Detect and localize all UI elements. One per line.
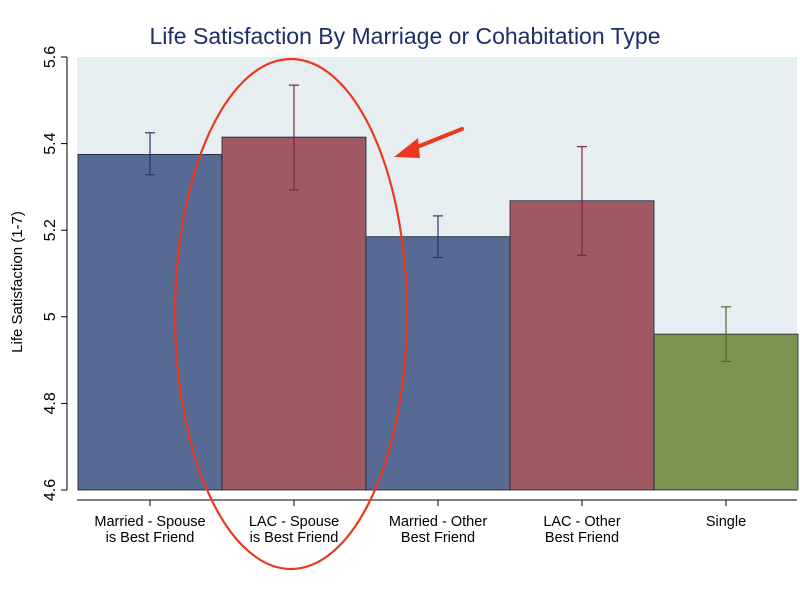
arrow-shaft bbox=[410, 127, 464, 151]
x-tick-label: is Best Friend bbox=[250, 530, 339, 546]
x-tick-label: Best Friend bbox=[401, 530, 475, 546]
y-tick-label: 4.6 bbox=[42, 479, 59, 501]
x-tick-label: Best Friend bbox=[545, 530, 619, 546]
annotation-arrow bbox=[394, 127, 464, 158]
x-tick-label: LAC - Other bbox=[543, 514, 621, 530]
x-tick-label: Single bbox=[706, 514, 746, 530]
error-bar bbox=[289, 84, 299, 191]
y-tick-label: 5 bbox=[42, 312, 59, 321]
y-tick-label: 4.8 bbox=[42, 392, 59, 414]
y-tick-label: 5.6 bbox=[42, 46, 59, 68]
bar bbox=[77, 154, 223, 491]
chart-title: Life Satisfaction By Marriage or Cohabit… bbox=[150, 23, 661, 49]
x-tick-label: LAC - Spouse bbox=[249, 514, 339, 530]
highlight-circle bbox=[173, 57, 409, 571]
error-bar bbox=[577, 146, 587, 256]
arrow-head bbox=[394, 138, 420, 158]
error-bar bbox=[433, 215, 443, 259]
x-tick-label: Married - Other bbox=[389, 514, 487, 530]
y-tick-label: 5.4 bbox=[42, 132, 59, 154]
x-tick-label: is Best Friend bbox=[106, 530, 195, 546]
error-bar bbox=[145, 132, 155, 176]
x-tick-label: Married - Spouse bbox=[94, 514, 205, 530]
y-axis-label: Life Satisfaction (1-7) bbox=[9, 211, 26, 353]
y-tick-label: 5.2 bbox=[42, 219, 59, 241]
error-bar bbox=[721, 306, 731, 362]
